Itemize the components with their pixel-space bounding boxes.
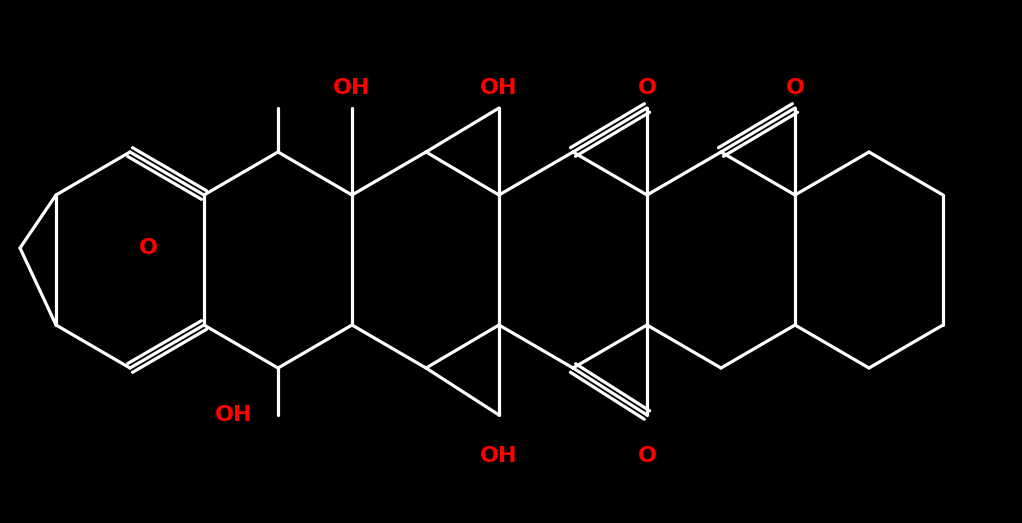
Text: OH: OH [216,405,252,425]
Text: OH: OH [480,446,518,466]
Text: O: O [786,78,804,98]
Text: O: O [139,238,157,258]
Text: O: O [638,78,656,98]
Text: O: O [638,446,656,466]
Text: OH: OH [333,78,371,98]
Text: OH: OH [480,78,518,98]
